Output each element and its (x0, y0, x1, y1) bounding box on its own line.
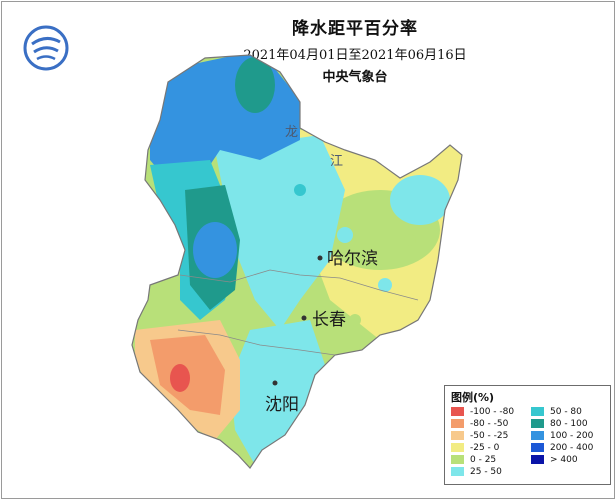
province-boundary (179, 269, 419, 301)
legend-item: 200 - 400 (531, 442, 593, 453)
cma-logo (23, 25, 69, 71)
map-agency: 中央气象台 (322, 70, 388, 85)
map-legend: 图例(%) -100 - -80 -80 - -50 -50 - -25 -25… (444, 385, 611, 485)
legend-item: 25 - 50 (451, 466, 514, 477)
region-outline (131, 54, 463, 469)
city-label-changchun: 长春 (312, 310, 346, 330)
city-label-shenyang: 沈阳 (265, 395, 299, 415)
map-period: 2021年04月01日至2021年06月16日 (243, 48, 467, 63)
legend-item: -50 - -25 (451, 430, 514, 441)
legend-swatch (451, 467, 464, 476)
legend-item: -25 - 0 (451, 442, 514, 453)
legend-swatch (451, 455, 464, 464)
legend-item: 50 - 80 (531, 406, 593, 417)
legend-item: 80 - 100 (531, 418, 593, 429)
legend-column-left: -100 - -80 -80 - -50 -50 - -25 -25 - 0 0… (451, 406, 514, 478)
legend-swatch (451, 431, 464, 440)
legend-swatch (451, 419, 464, 428)
legend-item: > 400 (531, 454, 593, 465)
legend-item: -80 - -50 (451, 418, 514, 429)
city-label-harbin: 哈尔滨 (327, 249, 378, 269)
province-label: 龙 (285, 125, 299, 140)
legend-swatch (451, 443, 464, 452)
map-title: 降水距平百分率 (292, 19, 418, 39)
legend-item: -100 - -80 (451, 406, 514, 417)
city-marker-shenyang (272, 380, 278, 386)
legend-swatch (531, 419, 544, 428)
legend-swatch (531, 407, 544, 416)
legend-item: 100 - 200 (531, 430, 593, 441)
legend-item: 0 - 25 (451, 454, 514, 465)
legend-column-right: 50 - 80 80 - 100 100 - 200 200 - 400 > 4… (531, 406, 593, 466)
legend-swatch (531, 431, 544, 440)
city-marker-harbin (317, 255, 323, 261)
legend-swatch (451, 407, 464, 416)
legend-swatch (531, 455, 544, 464)
legend-title: 图例(%) (451, 391, 495, 404)
city-marker-changchun (301, 315, 307, 321)
province-boundary (177, 329, 336, 356)
legend-swatch (531, 443, 544, 452)
province-label: 江 (330, 154, 344, 169)
